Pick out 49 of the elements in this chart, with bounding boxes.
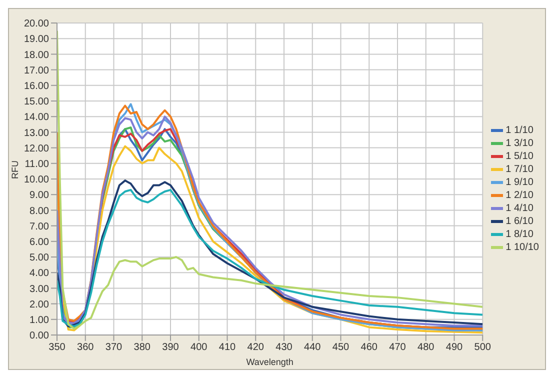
y-tick-label: 12.00 bbox=[24, 143, 50, 154]
x-tick-label: 420 bbox=[247, 342, 264, 354]
y-tick-label: 6.00 bbox=[30, 236, 50, 248]
x-tick-label: 410 bbox=[218, 342, 236, 354]
y-tick-label: 20.00 bbox=[24, 18, 50, 30]
y-tick-label: 4.00 bbox=[30, 268, 50, 280]
legend-label: 1 6/10 bbox=[506, 215, 534, 228]
y-tick-label: 14.00 bbox=[24, 112, 50, 124]
x-tick-label: 370 bbox=[105, 342, 123, 354]
legend-label: 1 9/10 bbox=[506, 176, 534, 189]
y-tick-label: 13.00 bbox=[24, 128, 50, 139]
y-tick-label: 9.00 bbox=[30, 190, 50, 202]
legend-label: 1 7/10 bbox=[506, 163, 534, 176]
y-tick-label: 2.00 bbox=[30, 299, 50, 310]
legend-label: 1 8/10 bbox=[506, 228, 534, 241]
legend-label: 1 3/10 bbox=[506, 137, 534, 150]
legend-label: 1 2/10 bbox=[506, 189, 534, 202]
x-tick-label: 450 bbox=[332, 342, 350, 354]
y-tick-label: 10.00 bbox=[24, 174, 50, 186]
legend-label: 1 5/10 bbox=[506, 150, 534, 163]
x-axis-title: Wavelength bbox=[246, 357, 294, 367]
x-tick-label: 470 bbox=[389, 342, 406, 354]
y-tick-label: 7.00 bbox=[30, 221, 50, 232]
y-tick-label: 8.00 bbox=[30, 206, 50, 217]
x-tick-label: 480 bbox=[418, 342, 435, 354]
x-tick-label: 490 bbox=[446, 342, 464, 354]
x-tick-label: 400 bbox=[190, 342, 208, 354]
y-tick-label: 0.00 bbox=[30, 330, 50, 342]
y-tick-label: 17.00 bbox=[24, 65, 50, 76]
y-axis-title: RFU bbox=[10, 160, 20, 179]
x-tick-label: 460 bbox=[360, 342, 378, 354]
y-tick-label: 18.00 bbox=[24, 50, 50, 61]
y-tick-label: 11.00 bbox=[24, 158, 50, 170]
x-tick-label: 500 bbox=[474, 342, 492, 354]
y-tick-label: 19.00 bbox=[24, 34, 50, 46]
x-tick-label: 390 bbox=[162, 342, 180, 354]
x-tick-label: 350 bbox=[48, 342, 66, 354]
x-tick-label: 430 bbox=[276, 342, 293, 354]
legend-label: 1 1/10 bbox=[506, 124, 534, 137]
y-tick-label: 1.00 bbox=[30, 314, 50, 326]
legend-label: 1 4/10 bbox=[506, 202, 534, 215]
y-tick-label: 16.00 bbox=[24, 80, 50, 92]
y-tick-label: 15.00 bbox=[24, 96, 50, 108]
x-tick-label: 440 bbox=[304, 342, 322, 354]
x-tick-label: 380 bbox=[134, 342, 151, 354]
y-tick-label: 3.00 bbox=[30, 284, 50, 295]
legend-label: 1 10/10 bbox=[506, 241, 539, 254]
y-tick-label: 5.00 bbox=[30, 252, 50, 264]
x-tick-label: 360 bbox=[77, 342, 94, 354]
